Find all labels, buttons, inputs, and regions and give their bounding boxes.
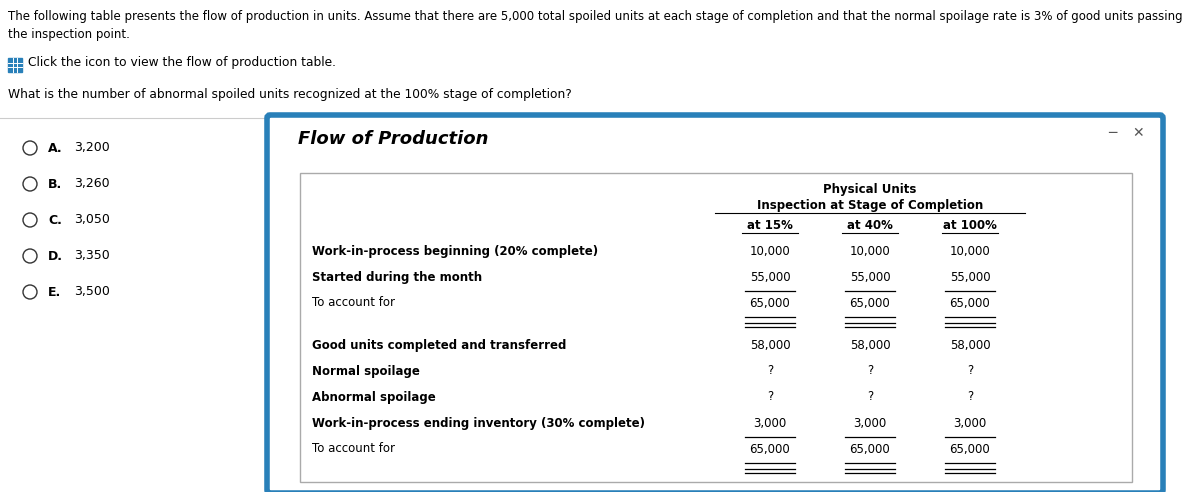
FancyBboxPatch shape: [266, 115, 1163, 492]
Circle shape: [23, 285, 37, 299]
Circle shape: [23, 213, 37, 227]
Text: What is the number of abnormal spoiled units recognized at the 100% stage of com: What is the number of abnormal spoiled u…: [8, 88, 571, 101]
Text: Inspection at Stage of Completion: Inspection at Stage of Completion: [757, 199, 983, 212]
Text: To account for: To account for: [312, 442, 395, 456]
Circle shape: [23, 141, 37, 155]
Text: ?: ?: [767, 391, 773, 403]
Text: ?: ?: [967, 391, 973, 403]
Text: 10,000: 10,000: [750, 245, 791, 257]
Text: 3,200: 3,200: [74, 142, 109, 154]
Text: Abnormal spoilage: Abnormal spoilage: [312, 391, 436, 403]
Text: ✕: ✕: [1132, 126, 1144, 140]
Bar: [300, 173, 1132, 482]
Text: ─: ─: [1108, 126, 1116, 140]
Bar: [8, 58, 22, 72]
Circle shape: [23, 249, 37, 263]
Text: B.: B.: [48, 178, 62, 190]
Text: 65,000: 65,000: [850, 442, 890, 456]
Text: ?: ?: [767, 365, 773, 377]
Text: at 40%: at 40%: [847, 219, 893, 232]
Text: Normal spoilage: Normal spoilage: [312, 365, 420, 377]
Text: E.: E.: [48, 285, 61, 299]
Text: 58,000: 58,000: [750, 338, 791, 351]
Text: at 15%: at 15%: [748, 219, 793, 232]
Text: 65,000: 65,000: [949, 442, 990, 456]
Text: 55,000: 55,000: [750, 271, 791, 283]
Text: C.: C.: [48, 214, 62, 226]
Text: Good units completed and transferred: Good units completed and transferred: [312, 338, 566, 351]
Text: 58,000: 58,000: [949, 338, 990, 351]
Text: 3,050: 3,050: [74, 214, 110, 226]
Text: the inspection point.: the inspection point.: [8, 28, 130, 41]
Text: ?: ?: [866, 391, 874, 403]
Text: 58,000: 58,000: [850, 338, 890, 351]
Text: 3,260: 3,260: [74, 178, 109, 190]
Text: Flow of Production: Flow of Production: [298, 130, 488, 148]
Text: Started during the month: Started during the month: [312, 271, 482, 283]
Text: 65,000: 65,000: [750, 442, 791, 456]
Text: 65,000: 65,000: [750, 297, 791, 309]
Text: 3,000: 3,000: [754, 417, 787, 430]
Text: ?: ?: [866, 365, 874, 377]
Text: Physical Units: Physical Units: [823, 183, 917, 196]
Text: 10,000: 10,000: [949, 245, 990, 257]
Text: 3,000: 3,000: [953, 417, 986, 430]
Text: 10,000: 10,000: [850, 245, 890, 257]
Text: To account for: To account for: [312, 297, 395, 309]
Circle shape: [23, 177, 37, 191]
Text: 65,000: 65,000: [949, 297, 990, 309]
Text: 55,000: 55,000: [850, 271, 890, 283]
Text: A.: A.: [48, 142, 62, 154]
Text: 3,500: 3,500: [74, 285, 110, 299]
Text: 3,350: 3,350: [74, 249, 109, 263]
Text: ?: ?: [967, 365, 973, 377]
Text: The following table presents the flow of production in units. Assume that there : The following table presents the flow of…: [8, 10, 1183, 23]
Text: Work-in-process beginning (20% complete): Work-in-process beginning (20% complete): [312, 245, 598, 257]
Text: 55,000: 55,000: [949, 271, 990, 283]
Text: 3,000: 3,000: [853, 417, 887, 430]
Text: Work-in-process ending inventory (30% complete): Work-in-process ending inventory (30% co…: [312, 417, 646, 430]
Text: 65,000: 65,000: [850, 297, 890, 309]
Text: D.: D.: [48, 249, 64, 263]
Text: Click the icon to view the flow of production table.: Click the icon to view the flow of produ…: [28, 56, 336, 69]
Text: at 100%: at 100%: [943, 219, 997, 232]
